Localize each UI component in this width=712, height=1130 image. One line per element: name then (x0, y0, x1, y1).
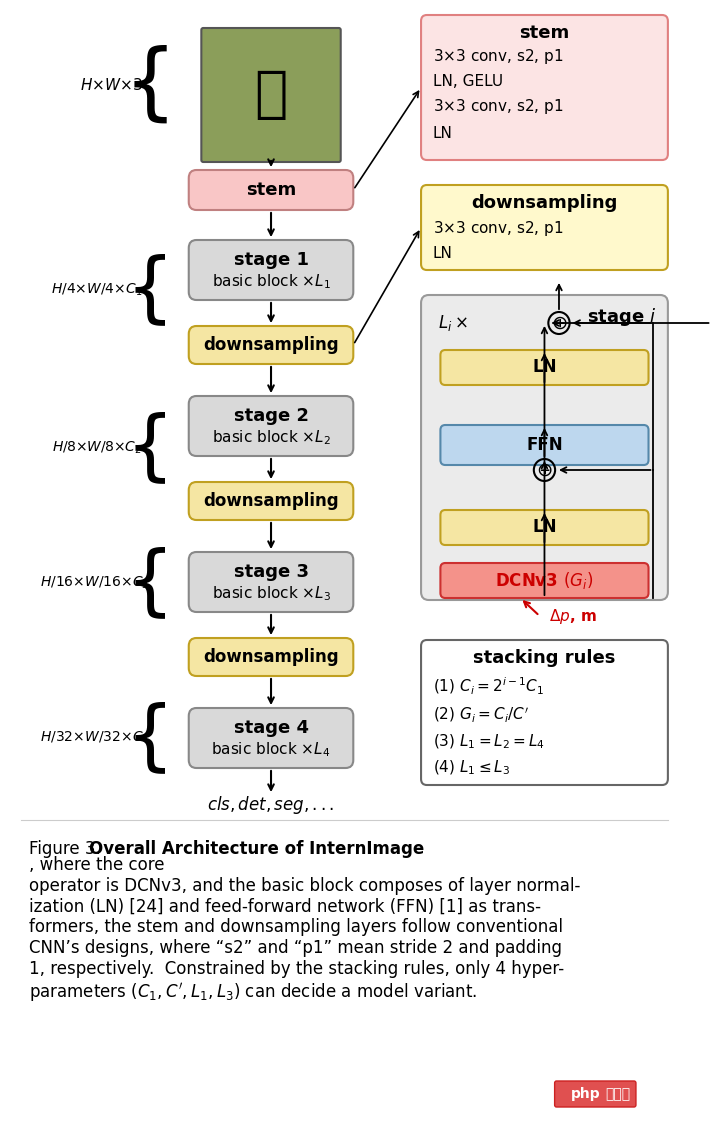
Text: stacking rules: stacking rules (473, 649, 616, 667)
Text: LN: LN (532, 358, 557, 376)
Text: (4) $L_1 \leq L_3$: (4) $L_1 \leq L_3$ (433, 759, 510, 777)
Text: $H/16$$\times$$W/16$$\times$$C_3$: $H/16$$\times$$W/16$$\times$$C_3$ (41, 575, 150, 591)
Text: {: { (126, 701, 174, 775)
Text: $H$$\times$$W$$\times$$3$: $H$$\times$$W$$\times$$3$ (80, 77, 142, 93)
Text: basic block $\times L_1$: basic block $\times L_1$ (211, 272, 330, 292)
FancyBboxPatch shape (421, 15, 668, 160)
Text: Overall Architecture of InternImage: Overall Architecture of InternImage (89, 840, 424, 858)
FancyBboxPatch shape (441, 350, 649, 385)
Text: basic block $\times L_3$: basic block $\times L_3$ (211, 584, 330, 603)
FancyBboxPatch shape (189, 240, 353, 299)
FancyBboxPatch shape (441, 563, 649, 598)
Text: stage 4: stage 4 (234, 719, 308, 737)
Text: $\oplus$: $\oplus$ (536, 461, 553, 479)
Text: (3) $L_1 = L_2 = L_4$: (3) $L_1 = L_2 = L_4$ (433, 732, 545, 751)
Text: basic block $\times L_2$: basic block $\times L_2$ (211, 428, 330, 447)
Text: {: { (126, 253, 174, 327)
Text: FFN: FFN (526, 436, 562, 454)
Text: {: { (126, 546, 174, 620)
Text: (1) $C_i = 2^{i-1}C_1$: (1) $C_i = 2^{i-1}C_1$ (433, 676, 543, 696)
Text: DCNv3 $(G_i)$: DCNv3 $(G_i)$ (496, 570, 594, 591)
FancyBboxPatch shape (421, 640, 668, 785)
Text: $H/32$$\times$$W/32$$\times$$C_4$: $H/32$$\times$$W/32$$\times$$C_4$ (40, 730, 150, 746)
Text: 🐼: 🐼 (254, 68, 288, 122)
Text: $L_i\times$: $L_i\times$ (439, 313, 468, 333)
Text: stage 2: stage 2 (234, 407, 308, 425)
Text: $\oplus$: $\oplus$ (550, 313, 567, 332)
Text: LN, GELU: LN, GELU (433, 73, 503, 88)
Text: php: php (571, 1087, 601, 1101)
FancyBboxPatch shape (189, 709, 353, 768)
Text: 3$\times$3 conv, s2, p1: 3$\times$3 conv, s2, p1 (433, 47, 563, 67)
Text: downsampling: downsampling (203, 492, 339, 510)
FancyBboxPatch shape (189, 396, 353, 457)
FancyBboxPatch shape (189, 638, 353, 676)
FancyBboxPatch shape (189, 551, 353, 612)
FancyBboxPatch shape (201, 28, 341, 162)
Text: (2) $G_i = C_i/C'$: (2) $G_i = C_i/C'$ (433, 704, 529, 723)
FancyBboxPatch shape (189, 325, 353, 364)
FancyBboxPatch shape (441, 510, 649, 545)
FancyBboxPatch shape (555, 1081, 636, 1107)
Text: stage 3: stage 3 (234, 563, 308, 581)
Text: stage $i$: stage $i$ (587, 306, 656, 328)
Text: 3$\times$3 conv, s2, p1: 3$\times$3 conv, s2, p1 (433, 97, 563, 116)
Text: Figure 3.: Figure 3. (29, 840, 111, 858)
Text: {: { (126, 411, 174, 485)
Text: downsampling: downsampling (203, 647, 339, 666)
Text: $H/8$$\times$$W/8$$\times$$C_2$: $H/8$$\times$$W/8$$\times$$C_2$ (52, 440, 142, 457)
Text: downsampling: downsampling (203, 336, 339, 354)
Text: 3$\times$3 conv, s2, p1: 3$\times$3 conv, s2, p1 (433, 219, 563, 238)
Text: LN: LN (433, 245, 453, 261)
FancyBboxPatch shape (421, 295, 668, 600)
FancyBboxPatch shape (421, 185, 668, 270)
FancyBboxPatch shape (189, 483, 353, 520)
Text: LN: LN (532, 519, 557, 537)
Text: $cls, det, seg, ...$: $cls, det, seg, ...$ (207, 794, 335, 816)
Text: $\Delta p$, $\mathbf{m}$: $\Delta p$, $\mathbf{m}$ (549, 607, 597, 626)
Text: stem: stem (246, 181, 296, 199)
Text: {: { (123, 44, 177, 125)
Text: LN: LN (433, 125, 453, 140)
Text: downsampling: downsampling (471, 194, 617, 212)
Text: , where the core
operator is DCNv3, and the basic block composes of layer normal: , where the core operator is DCNv3, and … (29, 857, 580, 1005)
Text: basic block $\times L_4$: basic block $\times L_4$ (211, 740, 330, 759)
Text: stage 1: stage 1 (234, 251, 308, 269)
FancyBboxPatch shape (441, 425, 649, 466)
Text: stem: stem (519, 24, 570, 42)
Text: 中文网: 中文网 (605, 1087, 630, 1101)
FancyBboxPatch shape (189, 170, 353, 210)
Text: $H/4$$\times$$W/4$$\times$$C_1$: $H/4$$\times$$W/4$$\times$$C_1$ (51, 281, 142, 298)
